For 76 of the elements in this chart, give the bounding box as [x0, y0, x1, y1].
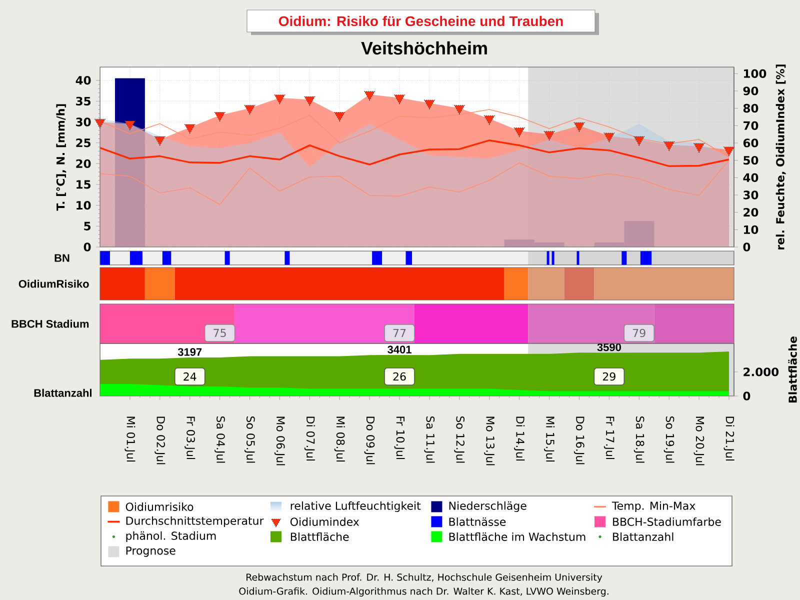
legend-label: Blattfläche im Wachstum	[449, 532, 586, 541]
x-tick-label: Do 09.Jul	[364, 416, 375, 464]
legend-label: Durchschnittstemperatur	[126, 516, 264, 528]
data-label: 26	[393, 372, 406, 381]
y-tick-label: 40	[76, 76, 91, 85]
x-tick-label: Fr 17.Jul	[604, 416, 614, 459]
legend-label: Blattnässe	[449, 517, 506, 526]
data-label: 79	[633, 328, 646, 338]
y2-tick-label: 80	[743, 104, 758, 113]
x-tick-label: Mi 15.Jul	[544, 416, 555, 462]
y2-axis-title: Blattfläche	[788, 336, 797, 402]
y2-tick-label: 0	[743, 242, 750, 252]
y2-tick-label: 50	[744, 156, 758, 165]
text: Oidium-Grafik. Oidium-Algorithmus nach Dr. Walter K. Kast, LVWO Weinsberg.	[239, 587, 608, 597]
y2-tick-label: 90	[743, 86, 758, 96]
legend-label: Blattfläche	[290, 532, 349, 541]
y-tick-label: 0	[84, 242, 91, 252]
y-axis-title: T. [°C], N. [mm/h]	[56, 104, 66, 211]
legend-label: phänol. Stadium	[126, 531, 216, 542]
x-tick-label: Sa 04.Jul	[214, 416, 226, 463]
x-tick-label: Fr 03.Jul	[184, 416, 196, 459]
y-tick-label: 20	[76, 159, 91, 168]
data-label: 3401	[388, 346, 412, 354]
x-tick-label: Di 14.Jul	[514, 416, 525, 460]
y2-tick-label: 40	[743, 173, 758, 182]
y-tick-label: 35	[76, 96, 90, 106]
text: Rebwachstum nach Prof. Dr. H. Schultz, Hochschule Geisenheim University	[246, 573, 602, 583]
y2-tick-label: 2.000	[744, 368, 779, 376]
x-tick-label: Mo 13.Jul	[484, 416, 495, 466]
data-label: 75	[214, 328, 226, 338]
data-label: 24	[184, 372, 196, 381]
y-tick-label: 30	[76, 118, 91, 126]
x-tick-label: Di 21.Jul	[724, 416, 734, 460]
y-axis-title: BN	[54, 254, 70, 262]
y-tick-label: 15	[76, 180, 90, 189]
legend-label: relative Luftfeuchtigkeit	[290, 501, 421, 512]
data-label: 3590	[597, 343, 621, 352]
x-tick-label: Mo 20.Jul	[694, 416, 704, 466]
y-axis-title: OidiumRisiko	[18, 280, 89, 288]
x-tick-label: Fr 10.Jul	[394, 416, 405, 459]
y-tick-label: 10	[76, 200, 91, 210]
x-tick-label: Mo 06.Jul	[274, 416, 286, 466]
y2-tick-label: 10	[744, 225, 758, 234]
legend-label: Niederschläge	[449, 501, 526, 512]
y2-tick-label: 70	[743, 121, 758, 130]
y2-tick-label: 0	[743, 392, 750, 400]
data-label: 3197	[178, 348, 202, 356]
chart-subtitle: Veitshöchheim	[361, 41, 487, 55]
legend-label: Blattanzahl	[613, 532, 674, 541]
y2-tick-label: 100	[744, 69, 766, 78]
y-axis-title: Blattanzahl	[34, 388, 92, 397]
y2-tick-label: 60	[743, 138, 758, 148]
x-tick-label: Mi 01.Jul	[124, 416, 136, 462]
legend-label: BBCH-Stadiumfarbe	[613, 517, 721, 526]
y2-axis-title: rel. Feuchte, OidiumIndex [%]	[776, 64, 786, 250]
y-axis-title: BBCH Stadium	[12, 320, 89, 328]
x-tick-label: So 05.Jul	[244, 416, 256, 463]
y-tick-label: 25	[76, 138, 90, 148]
y2-tick-label: 30	[743, 190, 758, 200]
x-tick-label: Sa 11.Jul	[424, 416, 435, 463]
y2-tick-label: 20	[744, 208, 758, 217]
legend-label: Temp. Min-Max	[612, 501, 696, 512]
x-tick-label: Do 02.Jul	[154, 416, 166, 464]
legend-label: Oidiumindex	[290, 517, 360, 526]
data-label: 29	[602, 372, 616, 381]
y-tick-label: 5	[84, 222, 90, 230]
legend-label: Prognose	[126, 546, 176, 557]
x-tick-label: Di 07.Jul	[304, 416, 315, 460]
x-tick-label: Mi 08.Jul	[334, 416, 345, 462]
x-tick-label: Sa 18.Jul	[634, 416, 644, 463]
chart-title: Oidium: Risiko für Gescheine und Trauben	[278, 16, 563, 26]
x-tick-label: So 19.Jul	[664, 416, 674, 463]
x-tick-label: Do 16.Jul	[574, 416, 585, 464]
legend-label: Oidiumrisiko	[126, 502, 194, 511]
data-label: 77	[393, 329, 406, 338]
x-tick-label: So 12.Jul	[454, 416, 465, 463]
